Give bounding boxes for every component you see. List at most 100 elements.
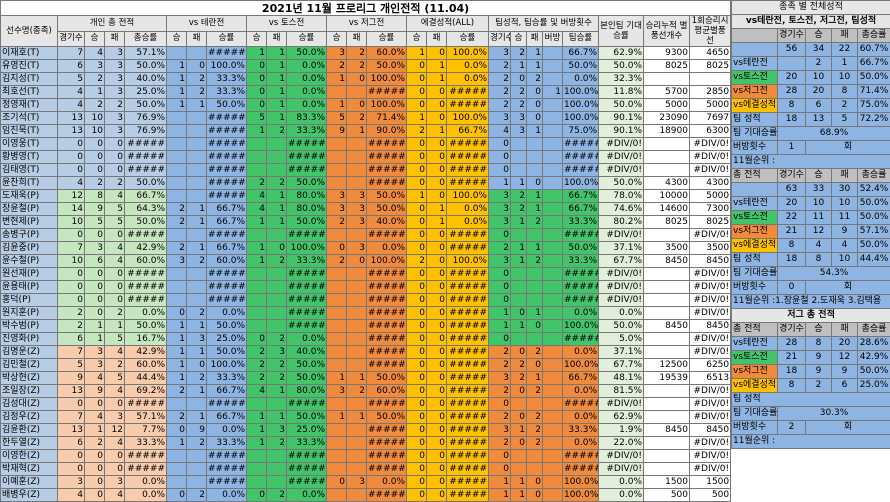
cell: 2 bbox=[527, 411, 543, 424]
cell: 1 bbox=[347, 372, 367, 385]
cell: 0 bbox=[527, 177, 543, 190]
cell bbox=[167, 47, 187, 60]
cell: 1 bbox=[407, 112, 427, 125]
cell: 100.0% bbox=[563, 177, 599, 190]
cell: 90.1% bbox=[599, 125, 644, 138]
cell: 2 bbox=[267, 333, 287, 346]
cell: 33.3% bbox=[287, 437, 327, 450]
cell: 74.6% bbox=[599, 203, 644, 216]
summary-label: vs테란전 bbox=[732, 57, 778, 71]
cell bbox=[543, 125, 563, 138]
cell: 2 bbox=[267, 489, 287, 502]
cell: 100.0% bbox=[563, 320, 599, 333]
cell bbox=[543, 424, 563, 437]
cell: 3 bbox=[105, 125, 125, 138]
cell: 1 bbox=[187, 242, 207, 255]
cell: #DIV/0! bbox=[690, 346, 731, 359]
sub-header: 버방 bbox=[543, 31, 563, 47]
sub-header: 승률 bbox=[207, 31, 247, 47]
cell: ##### bbox=[447, 437, 489, 450]
summary-row: 팀 성적 bbox=[732, 393, 890, 407]
summary-cell: 21 bbox=[778, 225, 806, 239]
cell: 1 bbox=[85, 424, 105, 437]
cell bbox=[167, 476, 187, 489]
cell: 50.0% bbox=[599, 60, 644, 73]
cell bbox=[247, 307, 267, 320]
cell: 69.2% bbox=[125, 385, 167, 398]
cell: 60.0% bbox=[125, 359, 167, 372]
cell: 9 bbox=[85, 385, 105, 398]
cell: 3 bbox=[187, 333, 207, 346]
cell bbox=[347, 294, 367, 307]
cell: ##### bbox=[367, 424, 407, 437]
cell: 18900 bbox=[644, 125, 690, 138]
cell: 3 bbox=[105, 86, 125, 99]
cell: ##### bbox=[367, 333, 407, 346]
cell bbox=[247, 320, 267, 333]
cell: #DIV/0! bbox=[599, 138, 644, 151]
summary-label bbox=[732, 29, 778, 43]
cell: 0 bbox=[407, 411, 427, 424]
cell: 1 bbox=[247, 242, 267, 255]
cell bbox=[347, 177, 367, 190]
cell: 1 bbox=[167, 346, 187, 359]
cell bbox=[247, 229, 267, 242]
cell: 0.0% bbox=[447, 216, 489, 229]
cell: 0 bbox=[427, 177, 447, 190]
cell: #DIV/0! bbox=[599, 229, 644, 242]
cell: 0 bbox=[427, 229, 447, 242]
cell bbox=[327, 359, 347, 372]
cell: 0 bbox=[489, 138, 511, 151]
cell: 8450 bbox=[644, 320, 690, 333]
cell: 1 bbox=[407, 47, 427, 60]
cell bbox=[167, 190, 187, 203]
cell bbox=[511, 398, 527, 411]
cell: 100.0% bbox=[563, 99, 599, 112]
cell bbox=[347, 463, 367, 476]
sub-header: 승 bbox=[511, 31, 527, 47]
cell: 0 bbox=[407, 151, 427, 164]
cell: 0 bbox=[427, 151, 447, 164]
cell bbox=[247, 398, 267, 411]
cell: 1 bbox=[247, 424, 267, 437]
cell: 8025 bbox=[690, 60, 731, 73]
cell: 9300 bbox=[644, 47, 690, 60]
cell bbox=[167, 229, 187, 242]
summary-row: 11월순위 :1.장윤철 2.도재욱 3.김택용 bbox=[732, 295, 890, 309]
cell bbox=[543, 177, 563, 190]
sub-header: 승률 bbox=[287, 31, 327, 47]
summary-cell: 50.0% bbox=[858, 211, 890, 225]
cell: 1 bbox=[85, 86, 105, 99]
player-name: 이재호(T) bbox=[1, 47, 58, 60]
cell bbox=[644, 164, 690, 177]
cell: ##### bbox=[367, 151, 407, 164]
cell: ##### bbox=[287, 450, 327, 463]
cell: 2 bbox=[187, 489, 207, 502]
cell: 0 bbox=[427, 411, 447, 424]
cell: 4 bbox=[85, 47, 105, 60]
cell: 1 bbox=[511, 476, 527, 489]
player-name: 윤수철(P) bbox=[1, 255, 58, 268]
cell: 25.0% bbox=[125, 86, 167, 99]
cell: 0 bbox=[267, 242, 287, 255]
cell: ##### bbox=[207, 268, 247, 281]
player-name: 이영웅(T) bbox=[1, 138, 58, 151]
cell: 0 bbox=[427, 138, 447, 151]
cell: 0 bbox=[347, 255, 367, 268]
cell: 2 bbox=[85, 437, 105, 450]
cell: 5 bbox=[58, 73, 85, 86]
cell: 2 bbox=[105, 99, 125, 112]
cell: 0.0% bbox=[125, 307, 167, 320]
cell: 0.0% bbox=[599, 476, 644, 489]
record-table: 2021년 11월 프로리그 개인전적 (11.04)선수명(종족)개인 총 전… bbox=[0, 0, 731, 502]
cell bbox=[527, 151, 543, 164]
cell: 2 bbox=[327, 60, 347, 73]
cell: 3 bbox=[489, 112, 511, 125]
